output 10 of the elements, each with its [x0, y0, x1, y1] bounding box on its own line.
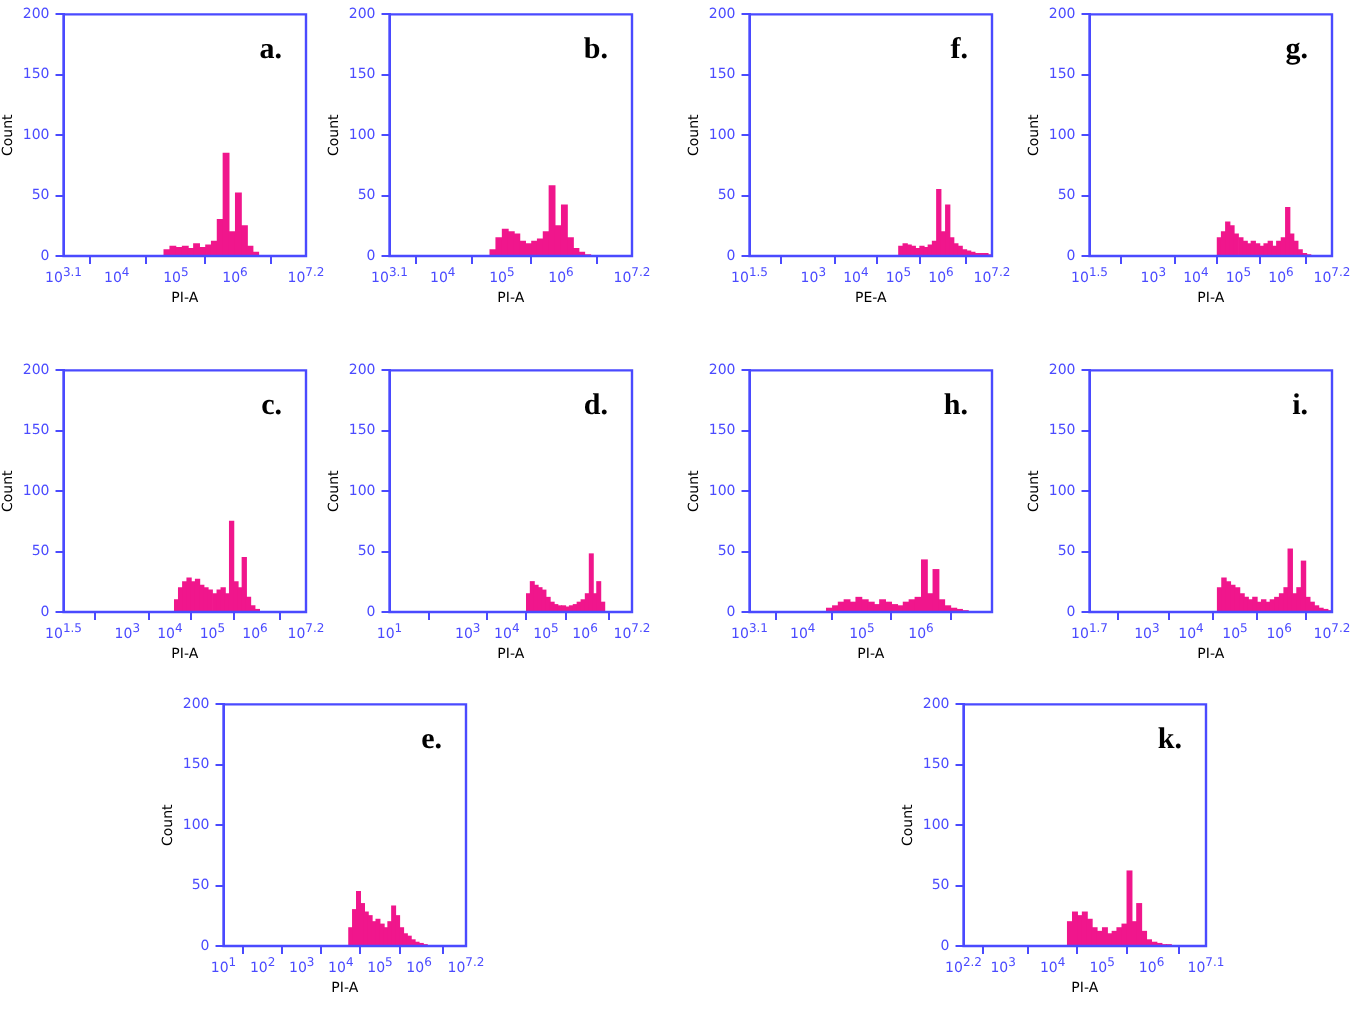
text: c. [261, 390, 283, 423]
text: f. [950, 34, 969, 67]
text: a. [259, 34, 283, 67]
text: k. [1157, 724, 1183, 757]
text: e. [421, 724, 443, 757]
text: b. [583, 34, 609, 67]
text: i. [1292, 390, 1309, 423]
text: d. [583, 390, 609, 423]
text: g. [1285, 34, 1309, 67]
text: h. [943, 390, 969, 423]
